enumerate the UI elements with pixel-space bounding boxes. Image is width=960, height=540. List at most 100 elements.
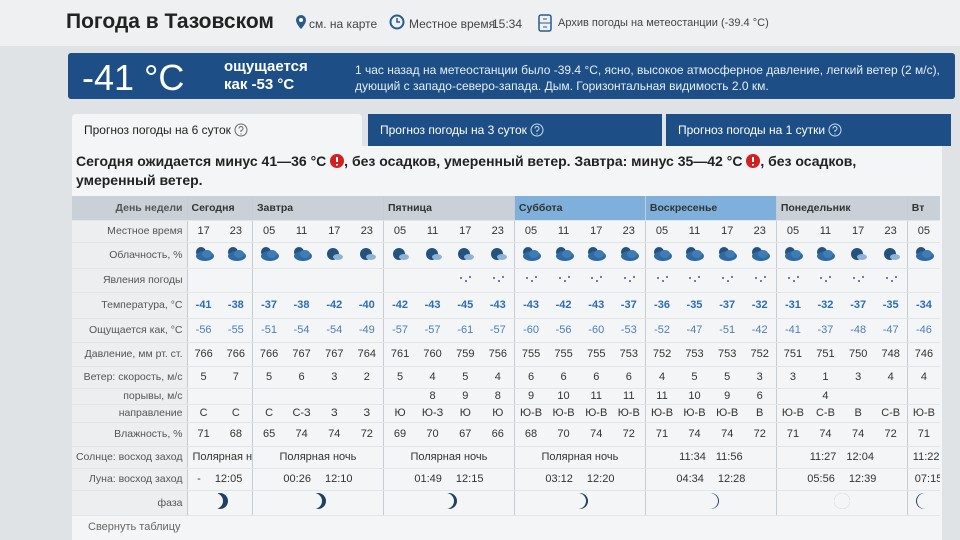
snow-dots [460, 275, 472, 282]
tab[interactable]: Прогноз погоды на 1 сутки [666, 114, 951, 146]
archive-link[interactable]: Архив погоды на метеостанции (-39.4 °C) [558, 17, 769, 29]
gusts-cell: 9 [448, 388, 482, 405]
gusts-cell [350, 388, 384, 405]
table-row: направление С С С С-З З З Ю Ю-З Ю Ю Ю-В Ю-В Ю-В Ю-В Ю-В… [72, 404, 941, 423]
cloud-cell [513, 242, 548, 269]
moon-time: - [197, 473, 201, 485]
phenomena-cell [710, 268, 744, 293]
sun-time: Полярная ночь [410, 451, 488, 463]
moon-time: 12:20 [586, 473, 615, 485]
table-row: Ощущается как, °C -56 -55 -51 -54 -54 -49 -57 -5… [72, 318, 941, 343]
humidity-cell: 71 [186, 422, 220, 447]
moon-time: 04:34 [676, 473, 704, 485]
snow-dots [787, 275, 799, 282]
gusts-cell: 10 [678, 388, 711, 405]
time: 17 [448, 220, 482, 243]
gusts-cell [219, 388, 253, 405]
tab[interactable]: Прогноз погоды на 3 суток [368, 114, 662, 146]
moon-time: 01:49 [414, 473, 442, 485]
direction-cell: С-В [874, 404, 908, 423]
pressure-cell: 746 [906, 342, 941, 367]
table-row: Местное время 17 23 05 11 17 23 05 11 17 23 05 11 17 2… [72, 220, 941, 243]
pressure-cell: 767 [317, 342, 351, 367]
feels-cell: -51 [710, 318, 744, 343]
sun-time: 11:56 [715, 451, 743, 463]
gusts-cell: 11 [579, 388, 613, 405]
feels-cell: -56 [547, 318, 580, 343]
table-row: День недели Сегодня Завтра Пятница Суббота Во… [72, 196, 941, 221]
gusts-cell [186, 388, 220, 405]
temperature-cell: -31 [775, 292, 810, 319]
row-label: Давление, мм рт. ст. [72, 342, 187, 367]
feels-like: ощущается как -53 °C [224, 58, 308, 94]
cloud-icon [719, 246, 738, 261]
collapse-link[interactable]: Свернуть таблицу [88, 521, 181, 533]
phenomena-cell [678, 268, 711, 293]
row-label: Местное время [72, 220, 187, 243]
phenomena-cell [874, 268, 908, 293]
cloud-cell [644, 242, 679, 269]
snow-dots [853, 275, 865, 282]
time: 05 [906, 220, 941, 243]
humidity-cell: 71 [644, 422, 679, 447]
feels-cell: -54 [285, 318, 318, 343]
pressure-cell: 760 [416, 342, 449, 367]
phenomena-cell [906, 268, 941, 293]
pressure-cell: 751 [775, 342, 810, 367]
local-time: 15:34 [492, 17, 523, 31]
sun-time: 12:04 [846, 451, 874, 463]
direction-cell: Ю-В [547, 404, 580, 423]
phenomena-cell [350, 268, 384, 293]
cloud-cell [350, 242, 384, 269]
phenomena-cell [612, 268, 646, 293]
alert-icon[interactable] [746, 154, 761, 168]
temperature-cell: -38 [285, 292, 318, 319]
temperature-cell: -40 [350, 292, 384, 319]
wind_speed-cell: 4 [906, 366, 941, 389]
time: 11 [809, 220, 842, 243]
pressure-cell: 766 [186, 342, 220, 367]
alert-icon[interactable] [330, 154, 345, 168]
summary-text: , без осадков, умеренный ветер. Завтра: … [344, 153, 743, 169]
pressure-cell: 750 [841, 342, 875, 367]
phenomena-cell [186, 268, 220, 293]
row-label: Температура, °C [72, 292, 187, 319]
feels-cell: -42 [743, 318, 777, 343]
map-link[interactable]: см. на карте [309, 17, 378, 31]
moon-time: 03:12 [545, 473, 573, 485]
page-title: Погода в Тазовском [66, 10, 274, 33]
temperature-cell: -36 [644, 292, 679, 319]
row-label: Ветер: скорость, м/с [72, 366, 187, 389]
cloud-icon [686, 246, 705, 261]
temperature-cell: -43 [579, 292, 613, 319]
row-label: фаза [72, 490, 187, 516]
gusts-cell [874, 388, 908, 405]
wind_speed-cell: 6 [513, 366, 548, 389]
tab[interactable]: Прогноз погоды на 6 суток [72, 114, 362, 146]
tab-label: Прогноз погоды на 3 суток [380, 123, 527, 137]
moon-cell: 04:34 12:28 [644, 468, 777, 491]
row-label: День недели [72, 196, 187, 221]
time: 17 [579, 220, 613, 243]
temperature-cell: -42 [382, 292, 417, 319]
cloud-icon [555, 246, 574, 261]
humidity-cell: 68 [513, 422, 548, 447]
pressure-cell: 761 [382, 342, 417, 367]
direction-cell: Ю-В [612, 404, 646, 423]
summary-text: , без осадков, умеренный ветер. [76, 153, 857, 188]
feels-cell: -54 [317, 318, 351, 343]
gusts-cell [775, 388, 810, 405]
table-row: Облачность, % [72, 242, 941, 269]
temperature-cell: -37 [251, 292, 286, 319]
cloud-icon [751, 246, 770, 261]
humidity-cell: 68 [219, 422, 253, 447]
cloud-icon [851, 247, 868, 260]
moon-cell: 00:26 12:10 [251, 468, 384, 491]
cloud-cell [809, 242, 842, 269]
moon-phase-icon [701, 493, 719, 509]
direction-cell: С [219, 404, 253, 423]
pressure-cell: 759 [448, 342, 482, 367]
cloud-cell [710, 242, 744, 269]
feels-cell: -46 [906, 318, 941, 343]
feels-cell: -47 [678, 318, 711, 343]
